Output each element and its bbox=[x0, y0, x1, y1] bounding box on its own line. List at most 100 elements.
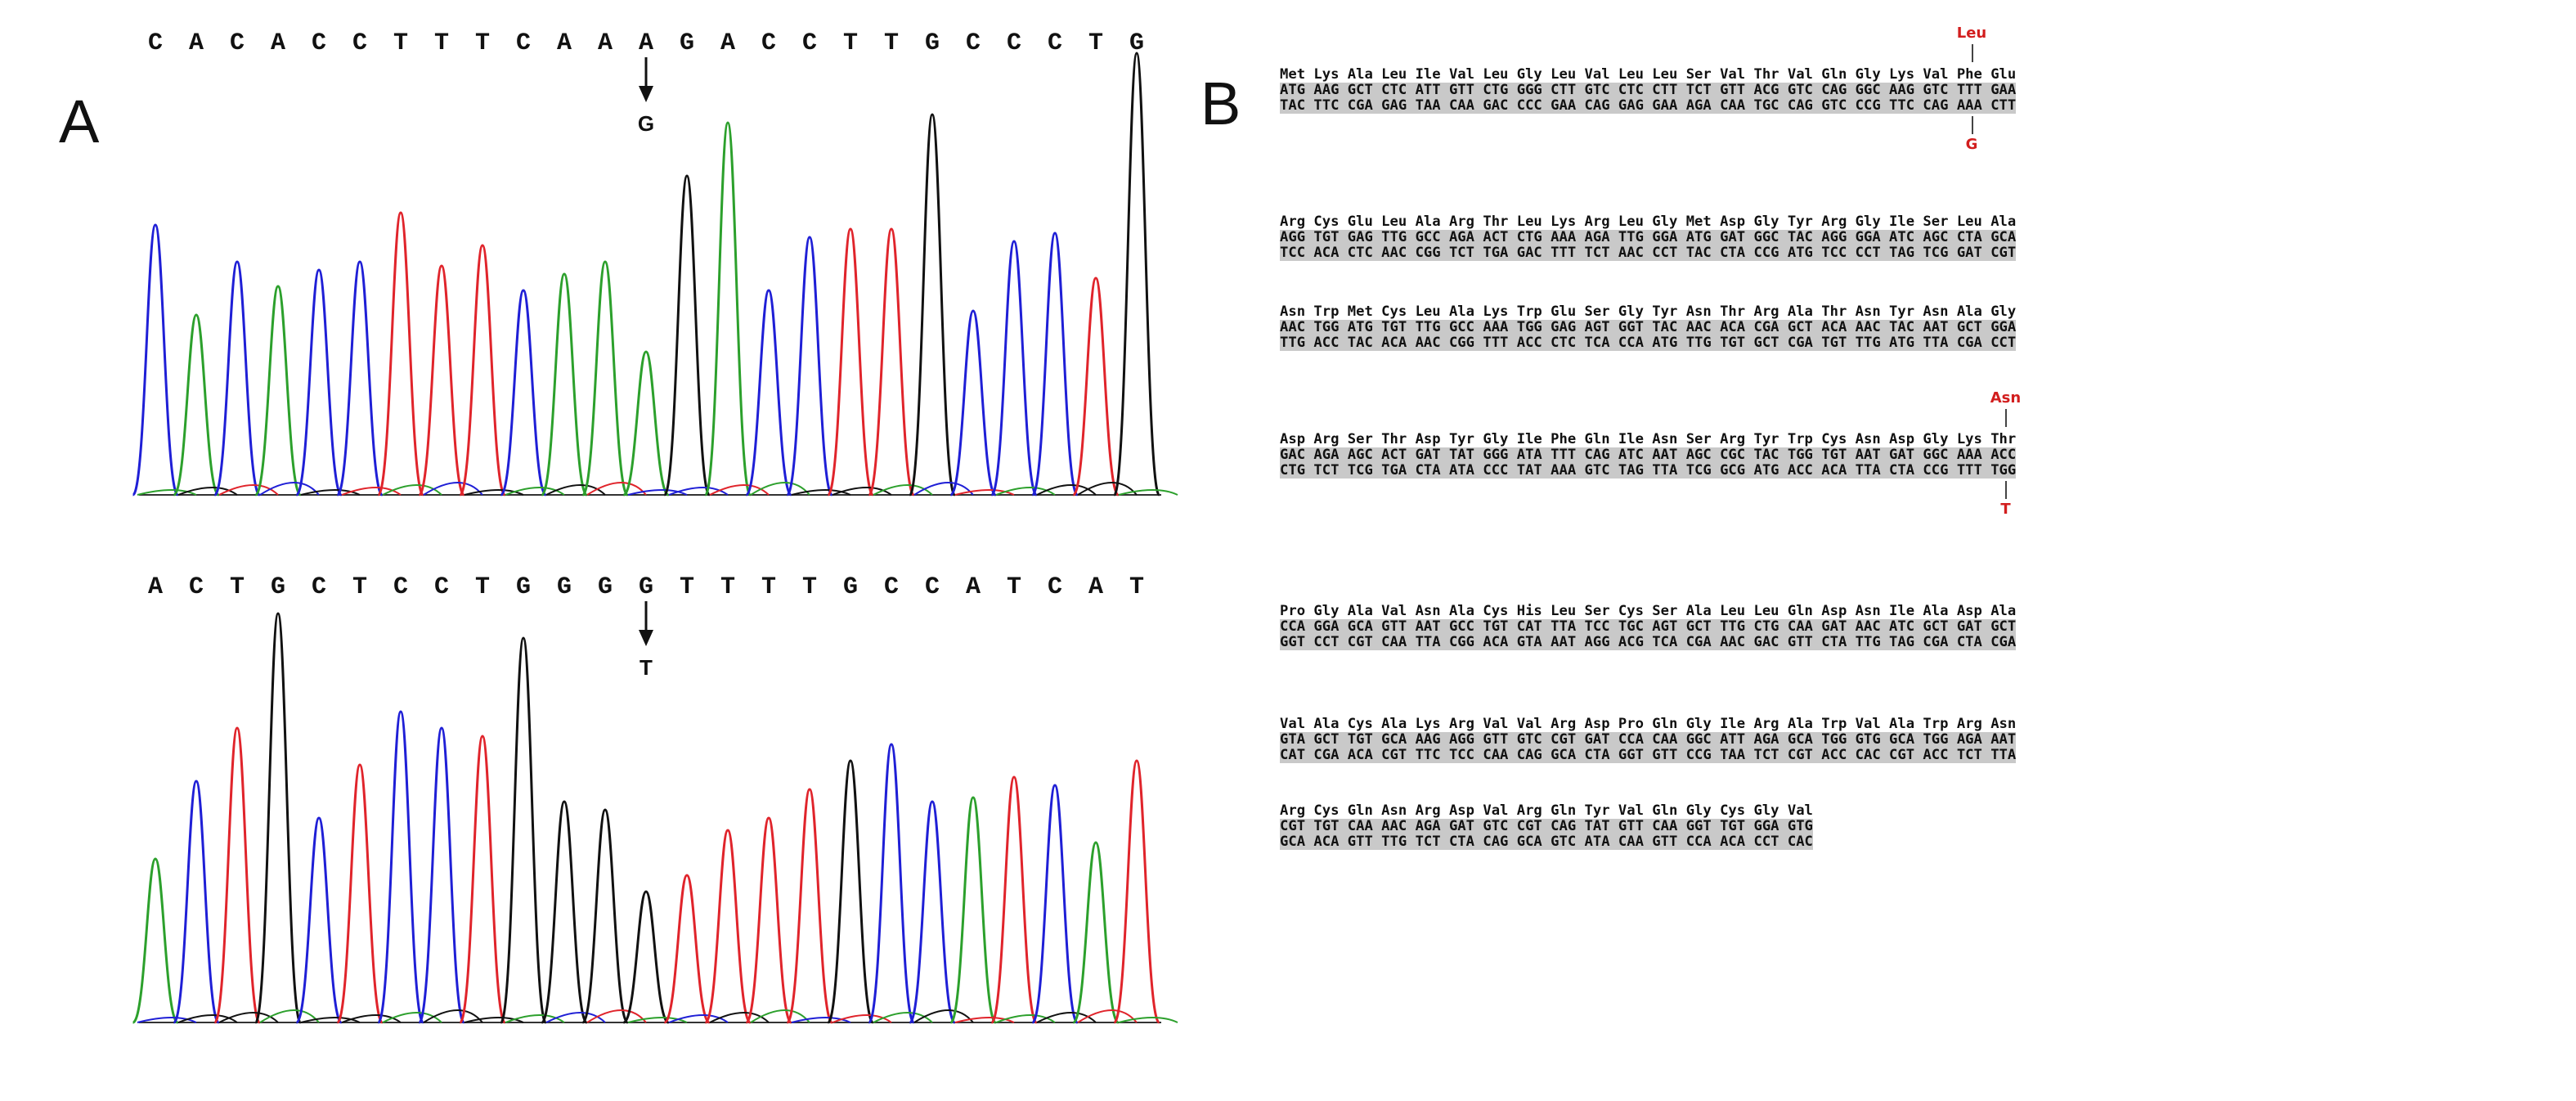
trace-noise bbox=[464, 1017, 524, 1023]
trace-peak-G bbox=[909, 113, 956, 497]
base-call-letter: A bbox=[598, 29, 613, 57]
trace-peak-G bbox=[1113, 52, 1160, 497]
trace-noise bbox=[1036, 1012, 1097, 1023]
trace-noise bbox=[423, 482, 483, 496]
trace-noise bbox=[341, 487, 402, 496]
trace-peak-C bbox=[132, 223, 179, 497]
chromatogram-1: C A C A C C T T T C A A A G A C C T T G C C C T GG bbox=[132, 29, 1178, 497]
trace-peak-G bbox=[541, 800, 588, 1024]
trace-noise bbox=[1077, 1009, 1138, 1023]
trace-noise bbox=[382, 1012, 442, 1023]
trace-peak-A bbox=[581, 260, 629, 497]
trace-peak-C bbox=[786, 236, 833, 497]
amino-acid-row: Arg Cys Gln Asn Arg Asp Val Arg Gln Tyr … bbox=[1280, 802, 1813, 819]
trace-noise bbox=[995, 487, 1056, 496]
base-call-letter: T bbox=[843, 29, 858, 57]
base-call-letter: C bbox=[393, 573, 408, 601]
mutation-amino-acid: Leu bbox=[1956, 25, 1987, 42]
base-call-letter: G bbox=[680, 29, 694, 57]
trace-noise bbox=[954, 489, 1015, 496]
base-call-letter: C bbox=[966, 29, 981, 57]
base-call-letter: A bbox=[189, 29, 204, 57]
trace-peak-G bbox=[254, 612, 302, 1024]
sequence-block: Met Lys Ala Leu Ile Val Leu Gly Leu Val … bbox=[1280, 67, 2017, 114]
trace-noise bbox=[1118, 1017, 1178, 1023]
base-call-letter: C bbox=[802, 29, 817, 57]
base-call-letter: T bbox=[352, 573, 367, 601]
base-call-letter: T bbox=[1129, 573, 1144, 601]
amino-acid-row: Arg Cys Glu Leu Ala Arg Thr Leu Lys Arg … bbox=[1280, 213, 2017, 230]
trace-noise bbox=[791, 1017, 851, 1023]
sequence-block: Arg Cys Glu Leu Ala Arg Thr Leu Lys Arg … bbox=[1280, 213, 2017, 261]
base-call-letter: T bbox=[230, 573, 245, 601]
trace-peak-G bbox=[663, 174, 711, 497]
trace-peak-A bbox=[1072, 841, 1120, 1024]
trace-peak-C bbox=[990, 240, 1038, 497]
mutation-base: T bbox=[2000, 501, 2011, 518]
base-call-letter: A bbox=[148, 573, 163, 601]
trace-noise bbox=[586, 482, 647, 496]
mutation-arrow-head bbox=[639, 86, 653, 102]
trace-peak-T bbox=[418, 264, 465, 497]
base-call-letter: G bbox=[557, 573, 572, 601]
base-call-letter: G bbox=[843, 573, 858, 601]
trace-peak-A bbox=[132, 857, 179, 1024]
trace-peak-T bbox=[459, 735, 506, 1024]
trace-noise bbox=[586, 1009, 647, 1023]
base-call-letter: C bbox=[516, 29, 531, 57]
base-call-letter: G bbox=[271, 573, 285, 601]
trace-peak-T bbox=[786, 788, 833, 1024]
panel-a-label: A bbox=[59, 88, 100, 155]
trace-noise bbox=[913, 1009, 974, 1023]
trace-peak-T bbox=[213, 726, 261, 1024]
trace-peak-A bbox=[704, 121, 752, 497]
trace-peak-C bbox=[213, 260, 261, 497]
trace-noise bbox=[177, 1014, 238, 1023]
amino-acid-row: Asn Trp Met Cys Leu Ala Lys Trp Glu Ser … bbox=[1280, 303, 2017, 320]
base-call-letter: C bbox=[434, 573, 449, 601]
trace-peak-A bbox=[949, 796, 997, 1024]
trace-noise bbox=[709, 1012, 770, 1023]
trace-noise bbox=[464, 489, 524, 496]
mutation-arrow-up bbox=[2005, 409, 2008, 427]
trace-peak-T bbox=[827, 227, 874, 497]
trace-peak-T bbox=[377, 211, 424, 497]
base-call-letter: G bbox=[639, 573, 653, 601]
base-call-letter: T bbox=[1007, 573, 1021, 601]
codon-row-sense: AAC TGG ATG TGT TTG GCC AAA TGG GAG AGT … bbox=[1280, 319, 2017, 335]
base-call-letter: T bbox=[680, 573, 694, 601]
trace-peak-T bbox=[1113, 759, 1160, 1024]
trace-peak-G bbox=[827, 759, 874, 1024]
base-call-letter: T bbox=[720, 573, 735, 601]
trace-noise bbox=[382, 484, 442, 496]
panel-b: B bbox=[1194, 0, 2576, 1101]
trace-peak-A bbox=[254, 285, 302, 497]
base-call-letter: G bbox=[598, 573, 613, 601]
base-call-letter: T bbox=[1088, 29, 1103, 57]
codon-row-antisense: TTG ACC TAC ACA AAC CGG TTT ACC CTC TCA … bbox=[1280, 335, 2017, 351]
trace-peak-T bbox=[663, 874, 711, 1024]
codon-row-sense: GTA GCT TGT GCA AAG AGG GTT GTC CGT GAT … bbox=[1280, 731, 2017, 748]
trace-peak-C bbox=[336, 260, 384, 497]
sequence-block: Arg Cys Gln Asn Arg Asp Val Arg Gln Tyr … bbox=[1280, 803, 1813, 850]
base-call-letter: C bbox=[884, 573, 899, 601]
trace-peak-T bbox=[704, 829, 752, 1024]
trace-noise bbox=[627, 1017, 688, 1023]
sequence-block: Val Ala Cys Ala Lys Arg Val Val Arg Asp … bbox=[1280, 717, 2017, 763]
codon-row-antisense: CTG TCT TCG TGA CTA ATA CCC TAT AAA GTC … bbox=[1280, 462, 2017, 479]
mutation-base: G bbox=[1965, 136, 1978, 153]
codon-row-sense: CGT TGT CAA AAC AGA GAT GTC CGT CAG TAT … bbox=[1280, 818, 1813, 834]
trace-noise bbox=[873, 1012, 933, 1023]
trace-noise bbox=[913, 482, 974, 496]
codon-row-antisense: TCC ACA CTC AAC CGG TCT TGA GAC TTT TCT … bbox=[1280, 245, 2017, 261]
trace-peak-T bbox=[459, 244, 506, 497]
base-call-letter: C bbox=[312, 29, 326, 57]
trace-noise bbox=[668, 487, 729, 496]
trace-peak-T bbox=[990, 775, 1038, 1024]
trace-noise bbox=[750, 1009, 810, 1023]
trace-peak-A bbox=[173, 313, 220, 497]
trace-noise bbox=[995, 1014, 1056, 1023]
trace-noise bbox=[832, 1014, 892, 1023]
trace-peak-A bbox=[541, 272, 588, 497]
